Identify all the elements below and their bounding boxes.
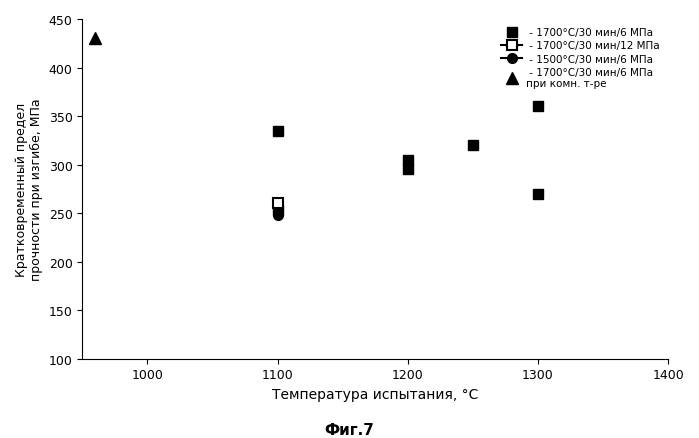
Text: Фиг.7: Фиг.7 [324, 422, 375, 437]
Legend:  - 1700°C/30 мин/6 МПа,  - 1700°C/30 мин/12 МПа,  - 1500°C/30 мин/6 МПа,  - 1700: - 1700°C/30 мин/6 МПа, - 1700°C/30 мин/1… [498, 25, 663, 92]
Y-axis label: Кратковременный предел
прочности при изгибе, МПа: Кратковременный предел прочности при изг… [15, 99, 43, 281]
X-axis label: Температура испытания, °C: Температура испытания, °C [272, 387, 478, 401]
